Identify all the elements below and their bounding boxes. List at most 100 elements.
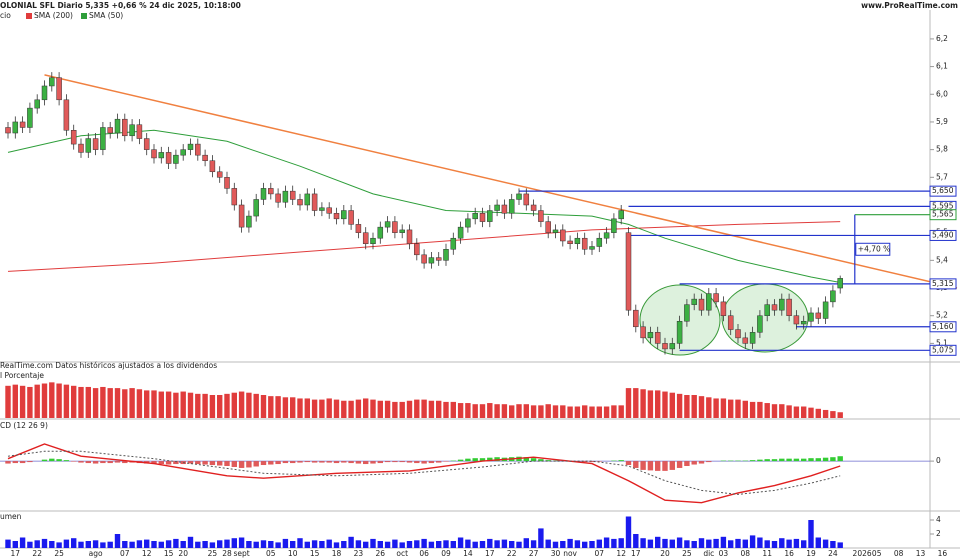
bar [837,542,843,548]
candle-body [253,199,259,217]
candle-body [435,257,442,261]
x-tick-label: 27 [529,549,539,558]
bar [304,541,310,548]
level-label-box [929,185,957,197]
bar [253,541,259,548]
bar [720,398,727,418]
histogram-bar [348,461,354,464]
bar [107,541,113,548]
histogram-bar [428,461,435,464]
bar [377,541,383,548]
x-tick-label: 26 [376,549,386,558]
candle-body [27,107,33,128]
candle-body [370,237,376,244]
bar [5,539,11,548]
histogram-bar [85,461,91,464]
bar [100,542,106,548]
bar [136,540,143,548]
bar [399,401,405,418]
histogram-bar [282,461,289,464]
legend-swatch [26,13,32,19]
candle-body [501,204,508,214]
bar [625,388,632,418]
bar [311,540,318,548]
bar [801,406,807,418]
candle-body [100,127,106,150]
bar [268,541,274,548]
legend-label: SMA (50) [89,11,123,20]
candle-body [384,221,391,228]
bar [341,541,347,548]
bar [246,392,252,418]
bar [494,540,500,548]
bar [165,391,172,418]
bar [158,541,164,548]
x-tick-label: 23 [354,549,364,558]
histogram-bar [801,458,807,462]
candle-body [399,229,405,233]
bar [12,384,18,418]
bar [742,539,748,548]
histogram-bar [414,461,420,464]
bar [173,538,179,548]
bar [399,542,405,548]
candle-body [574,237,581,244]
candle-body [545,221,551,233]
y-tick-label: 5,7 [936,172,948,181]
y-tick-label: 5,4 [936,255,948,264]
level-label-box [929,278,957,290]
x-tick-label: 16 [784,549,794,558]
bar [421,399,427,418]
candle-body [362,232,369,244]
candle-body [19,121,26,128]
histogram-bar [698,461,705,464]
candle-body [85,138,92,153]
bar [71,538,77,548]
histogram-bar [837,456,843,462]
bar [136,389,143,418]
bar [749,401,756,418]
bar [63,539,70,548]
bar [625,516,632,548]
histogram-bar [406,461,413,463]
candle-body [319,207,325,211]
bar [509,405,515,418]
bar [49,382,55,418]
bar [421,538,427,548]
bar [640,538,646,548]
histogram-bar [377,461,383,464]
bar [260,395,267,418]
histogram-bar [771,459,778,462]
candle-body [238,204,245,228]
histogram-bar [100,461,106,464]
histogram-bar [19,461,26,464]
bar [392,539,398,548]
candle-body [633,309,639,328]
bar [655,536,661,548]
candle-body [341,210,347,220]
candle-body [195,143,201,156]
bar [333,399,340,418]
x-tick-label: 06 [419,549,429,558]
candle-body [406,229,413,244]
candle-body [684,304,690,322]
bar [195,541,201,548]
histogram-bar [786,458,792,462]
candle-body [224,177,230,189]
bar [5,385,11,418]
bar [253,393,259,418]
candle-body [414,243,420,256]
bar [231,392,237,418]
level-label: 5,160 [932,322,954,331]
bar [728,540,734,548]
bar [304,398,310,418]
bar [691,541,697,548]
candle-body [282,190,289,203]
bar [122,541,128,548]
histogram-bar [231,461,237,467]
line [7,443,841,504]
candle-body [618,210,624,220]
x-tick-label: 08 [741,549,751,558]
candle-body [822,301,829,319]
